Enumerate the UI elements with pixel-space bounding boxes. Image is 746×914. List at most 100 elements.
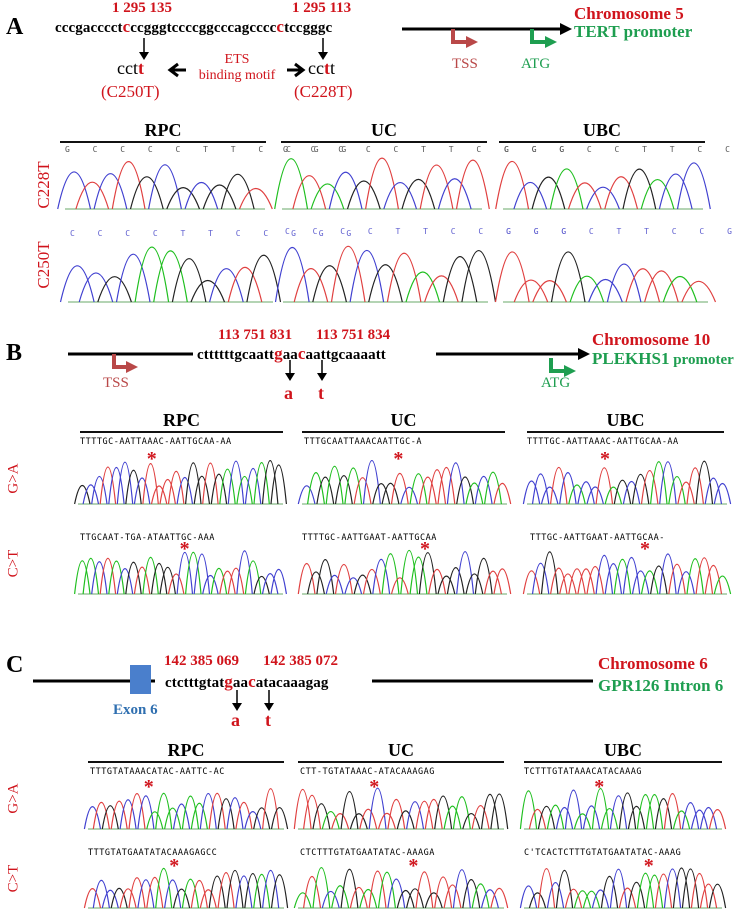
trace-peak (78, 272, 114, 303)
trace-peak (650, 461, 668, 505)
trace-peak (101, 889, 119, 909)
trace-peak (540, 486, 559, 505)
trace-peak (312, 867, 331, 909)
trace-peak (568, 484, 586, 505)
trace-peak (57, 171, 92, 210)
trace-peak (550, 251, 586, 303)
trace-peak (190, 880, 208, 909)
trace-peak (331, 885, 350, 909)
trace-peak (83, 806, 102, 830)
bases-b-ubc-ga: TTTTGC-AATTAAAC-AATTGCAA-AA (527, 437, 679, 447)
bases-a-rpc-c228t: G C C C C T T C C G G (65, 145, 356, 154)
row-label-c250t: C250T (34, 241, 53, 289)
trace-peak (567, 182, 602, 210)
trace-peak (446, 462, 465, 505)
trace-peak (437, 467, 456, 505)
trace-peak (513, 181, 548, 210)
trace-peak (59, 265, 95, 303)
trace-peak (424, 275, 459, 303)
trace-peak (406, 801, 425, 830)
trace-peak (564, 888, 583, 909)
trace-peak (645, 874, 664, 909)
trace-peak (146, 876, 164, 909)
trace-peak (595, 467, 614, 505)
trace-peak (270, 464, 287, 505)
trace-peak (210, 568, 228, 595)
trace-peak (110, 800, 128, 830)
trace-peak (377, 812, 396, 830)
trace-peak (93, 173, 128, 210)
mutation-star-marker: * (594, 776, 605, 798)
trace-peak (202, 184, 237, 210)
trace-peak (658, 173, 693, 210)
trace-peak (484, 471, 502, 505)
chromatogram-trace (74, 550, 287, 595)
trace-peak (568, 568, 586, 595)
trace-peak (582, 805, 601, 830)
trace-peak (428, 569, 447, 595)
trace-peak (159, 479, 176, 505)
trace-peak (261, 460, 279, 505)
trace-peak (699, 806, 718, 830)
tert-sequence: cccgacccctcccgggtccccggcccagccccctccgggc (55, 17, 333, 36)
trace-peak (297, 562, 316, 595)
trace-peak (546, 882, 565, 909)
mutation-star-marker: * (369, 776, 380, 798)
trace-peak (627, 806, 646, 830)
trace-peak (372, 558, 391, 595)
trace-peak (400, 486, 419, 505)
trace-peak (153, 250, 188, 303)
trace-peak (386, 252, 422, 303)
trace-peak (325, 466, 344, 505)
trace-peak (461, 250, 497, 303)
trace-peak (150, 562, 168, 595)
trace-peak (418, 552, 437, 595)
trace-peak (111, 161, 146, 210)
sample-title-rpc: RPC (144, 120, 182, 140)
trace-peak (91, 476, 108, 505)
trace-peak (695, 461, 714, 505)
trace-peak (349, 813, 368, 830)
trace-peak (164, 807, 182, 830)
panel-c-label: C (6, 652, 24, 678)
trace-peak (677, 571, 695, 595)
trace-peak (494, 251, 530, 303)
trace-peak (185, 462, 202, 505)
sample-title-ubc: UBC (582, 120, 621, 140)
trace-peak (190, 280, 226, 303)
trace-peak (146, 811, 164, 830)
trace-peak (654, 798, 673, 830)
trace-peak (362, 459, 381, 505)
trace-peak (303, 794, 322, 830)
trace-peak (713, 482, 732, 505)
trace-peak (443, 884, 462, 909)
chromatogram-trace (522, 551, 732, 595)
mutation-star-marker: * (179, 538, 190, 560)
trace-peak (74, 560, 91, 595)
trace-peak (573, 890, 592, 909)
chromatogram-trace (83, 788, 289, 830)
chromatogram-trace (297, 549, 512, 595)
trace-peak (613, 558, 632, 595)
mutation-star-marker: * (640, 538, 650, 560)
sample-title-rpc-b: RPC (163, 410, 200, 430)
trace-peak (193, 475, 211, 505)
trace-peak (148, 164, 182, 210)
trace-peak (293, 789, 312, 830)
mutation-star-marker: * (420, 538, 430, 560)
trace-peak (274, 158, 309, 210)
trace-peak (312, 803, 331, 830)
c250t-result: cctt (117, 58, 144, 78)
trace-peak (349, 886, 368, 909)
mutation-star-marker: * (643, 855, 654, 877)
trace-peak (381, 553, 400, 595)
trace-peak (368, 787, 387, 830)
trace-peak (631, 473, 650, 505)
trace-peak (437, 575, 456, 595)
panel-b-arrows (68, 348, 590, 381)
trace-peak (640, 570, 659, 595)
bases-b-uc-ct: TTTTGC-AATTGAAT-AATTGCAA (302, 533, 437, 543)
trace-peak (227, 567, 245, 595)
trace-peak (217, 798, 235, 830)
bases-c-uc-ct: CTCTTTGTATGAATATAC-AAAGA (300, 848, 435, 858)
